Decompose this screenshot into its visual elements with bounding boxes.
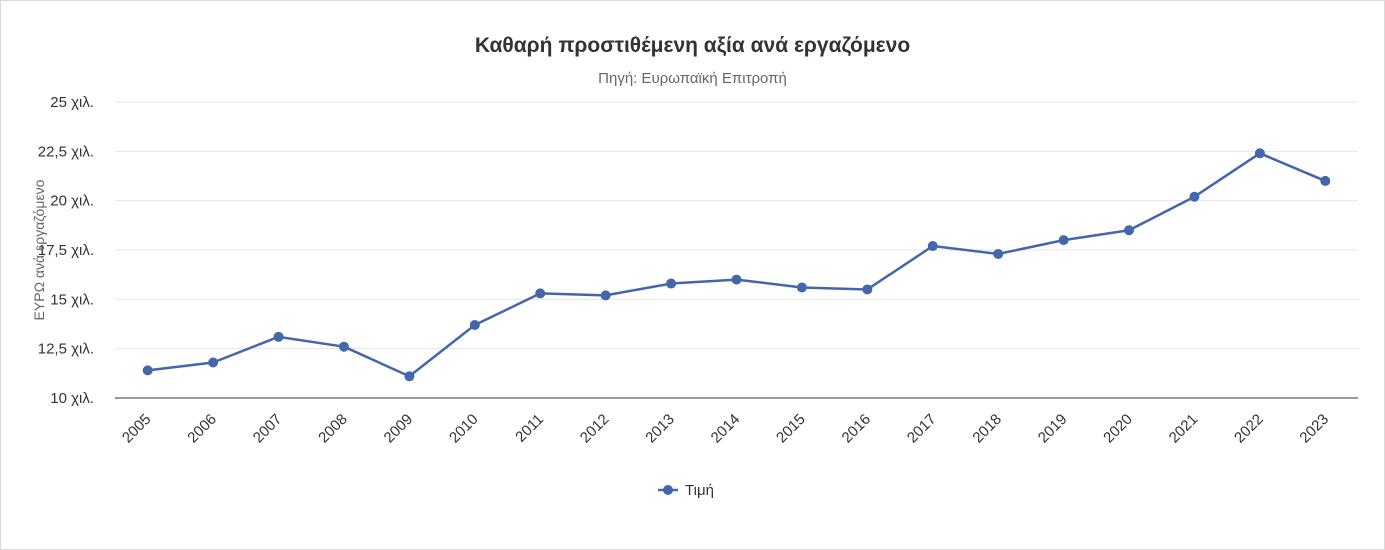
x-tick-label: 2005 <box>119 411 155 447</box>
x-tick-label: 2020 <box>1100 411 1136 447</box>
x-tick-label: 2007 <box>250 411 286 447</box>
y-axis-title: ΕΥΡΩ ανά εργαζόμενο <box>31 179 47 320</box>
data-point <box>535 288 546 299</box>
data-point <box>862 284 873 295</box>
data-point <box>142 365 153 376</box>
data-point <box>1124 225 1135 236</box>
data-point <box>208 357 219 368</box>
y-tick-label: 15 χιλ. <box>50 291 94 308</box>
series-line <box>147 152 1326 378</box>
x-tick-label: 2016 <box>839 411 875 447</box>
x-tick-label: 2019 <box>1035 411 1071 447</box>
y-tick-label: 25 χιλ. <box>50 94 94 111</box>
x-tick-label: 2022 <box>1231 411 1267 447</box>
data-point <box>469 319 480 330</box>
x-tick-label: 2014 <box>708 411 744 447</box>
x-tick-label: 2010 <box>446 411 482 447</box>
data-point <box>338 341 349 352</box>
x-tick-label: 2011 <box>512 411 547 446</box>
data-point <box>1320 175 1331 186</box>
data-point <box>927 241 938 252</box>
x-tick-label: 2008 <box>315 411 351 447</box>
data-point <box>404 371 415 382</box>
x-tick-label: 2021 <box>1166 411 1202 447</box>
y-tick-label: 10 χιλ. <box>50 390 94 407</box>
data-point <box>273 331 284 342</box>
legend-marker <box>663 485 673 495</box>
x-tick-label: 2013 <box>642 411 678 447</box>
data-point <box>731 274 742 285</box>
data-point <box>1058 235 1069 246</box>
data-point <box>666 278 677 289</box>
y-tick-label: 20 χιλ. <box>50 193 94 210</box>
y-tick-label: 22,5 χιλ. <box>38 143 94 160</box>
x-tick-label: 2015 <box>773 411 809 447</box>
chart-title: Καθαρή προστιθέμενη αξία ανά εργαζόμενο <box>474 34 911 57</box>
data-point <box>1189 191 1200 202</box>
data-point <box>600 290 611 301</box>
data-point <box>796 282 807 293</box>
data-point <box>1254 148 1265 159</box>
x-tick-label: 2018 <box>969 411 1005 447</box>
data-point <box>993 248 1004 259</box>
legend-label: Τιμή <box>685 482 714 499</box>
y-tick-label: 17,5 χιλ. <box>38 242 94 259</box>
y-tick-label: 12,5 χιλ. <box>38 341 94 358</box>
chart-subtitle: Πηγή: Ευρωπαϊκή Επιτροπή <box>598 70 787 87</box>
x-tick-label: 2009 <box>381 411 417 447</box>
x-tick-label: 2023 <box>1296 411 1332 447</box>
x-tick-label: 2012 <box>577 411 613 447</box>
x-tick-label: 2017 <box>904 411 940 447</box>
x-tick-label: 2006 <box>184 411 220 447</box>
